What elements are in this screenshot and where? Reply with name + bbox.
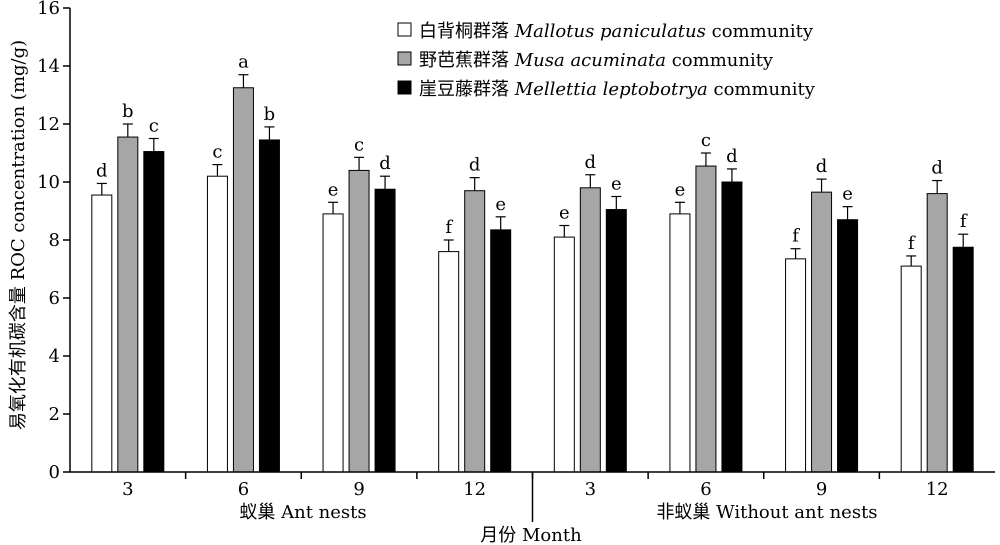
x-tick-label: 12	[926, 479, 949, 500]
bar	[438, 251, 460, 473]
y-axis-title: 易氧化有机碳含量 ROC concentration (mg/g)	[8, 40, 29, 430]
bar	[322, 213, 344, 473]
significance-label: d	[379, 153, 391, 174]
bar	[553, 236, 575, 473]
bar	[837, 219, 859, 473]
bar	[117, 136, 139, 473]
significance-label: d	[585, 152, 597, 173]
bar	[91, 194, 113, 473]
significance-label: e	[842, 184, 853, 205]
significance-label: e	[611, 174, 622, 195]
significance-label: b	[122, 101, 134, 122]
legend-item: 崖豆藤群落 Mellettia leptobotrya community	[397, 79, 816, 100]
legend-swatch	[397, 80, 412, 95]
bar	[348, 169, 370, 473]
legend-label: 白背桐群落 Mallotus paniculatus community	[419, 21, 814, 42]
y-tick-label: 0	[49, 462, 60, 483]
x-tick-label: 9	[816, 479, 827, 500]
y-tick-label: 14	[37, 56, 60, 77]
legend-label: 野芭蕉群落 Musa acuminata community	[419, 50, 774, 71]
bar	[374, 188, 396, 473]
legend-item: 野芭蕉群落 Musa acuminata community	[397, 50, 774, 71]
y-tick-label: 6	[49, 288, 60, 309]
legend-item: 白背桐群落 Mallotus paniculatus community	[397, 21, 814, 42]
bar	[926, 193, 948, 473]
bar	[785, 258, 807, 473]
significance-label: d	[726, 146, 738, 167]
significance-label: d	[931, 158, 943, 179]
bar	[669, 213, 691, 473]
y-tick-label: 4	[49, 346, 60, 367]
significance-label: e	[328, 179, 339, 200]
legend: 白背桐群落 Mallotus paniculatus community 野芭蕉…	[397, 21, 816, 100]
bar	[900, 265, 922, 473]
bar	[695, 165, 717, 473]
x-tick-label: 12	[463, 479, 486, 500]
y-tick-label: 12	[37, 114, 60, 135]
significance-label: f	[445, 217, 453, 238]
y-tick-label: 8	[49, 230, 60, 251]
x-tick-label: 6	[700, 479, 711, 500]
bar	[952, 246, 974, 473]
significance-label: d	[469, 155, 481, 176]
x-tick-label: 6	[238, 479, 249, 500]
significance-label: e	[559, 203, 570, 224]
bar	[605, 209, 627, 473]
bar	[811, 191, 833, 473]
significance-label: e	[495, 194, 506, 215]
significance-label: d	[96, 160, 108, 181]
y-tick-label: 10	[37, 172, 60, 193]
significance-label: c	[212, 142, 222, 163]
axes-layer: 0 2 4 6 8 10 12 14 16 3 6 9 12 3 6 9 12	[37, 0, 995, 522]
x-tick-label: 3	[585, 479, 596, 500]
bar	[490, 229, 512, 473]
significance-label: d	[816, 156, 828, 177]
significance-label: c	[149, 116, 159, 137]
significance-label: b	[264, 104, 276, 125]
bar	[721, 181, 743, 473]
significance-label: f	[960, 211, 968, 232]
bar	[206, 175, 228, 473]
significance-label: c	[701, 130, 711, 151]
group-label-ant-nests: 蚁巢 Ant nests	[239, 502, 366, 523]
y-tick-label: 16	[37, 0, 60, 19]
significance-label: a	[238, 52, 249, 73]
significance-label: e	[675, 179, 686, 200]
x-tick-label: 3	[122, 479, 133, 500]
bar	[258, 139, 280, 473]
bar	[143, 151, 165, 473]
y-tick-label: 2	[49, 404, 60, 425]
significance-label: f	[792, 226, 800, 247]
bar	[232, 87, 254, 473]
x-tick-label: 9	[353, 479, 364, 500]
legend-swatch	[397, 22, 412, 37]
significance-label: c	[354, 134, 364, 155]
bar	[464, 190, 486, 473]
group-label-without-ant-nests: 非蚁巢 Without ant nests	[656, 502, 877, 523]
significance-label: f	[908, 233, 916, 254]
legend-swatch	[397, 51, 412, 66]
bar	[579, 187, 601, 473]
legend-label: 崖豆藤群落 Mellettia leptobotrya community	[419, 79, 816, 100]
x-axis-title: 月份 Month	[480, 525, 582, 545]
